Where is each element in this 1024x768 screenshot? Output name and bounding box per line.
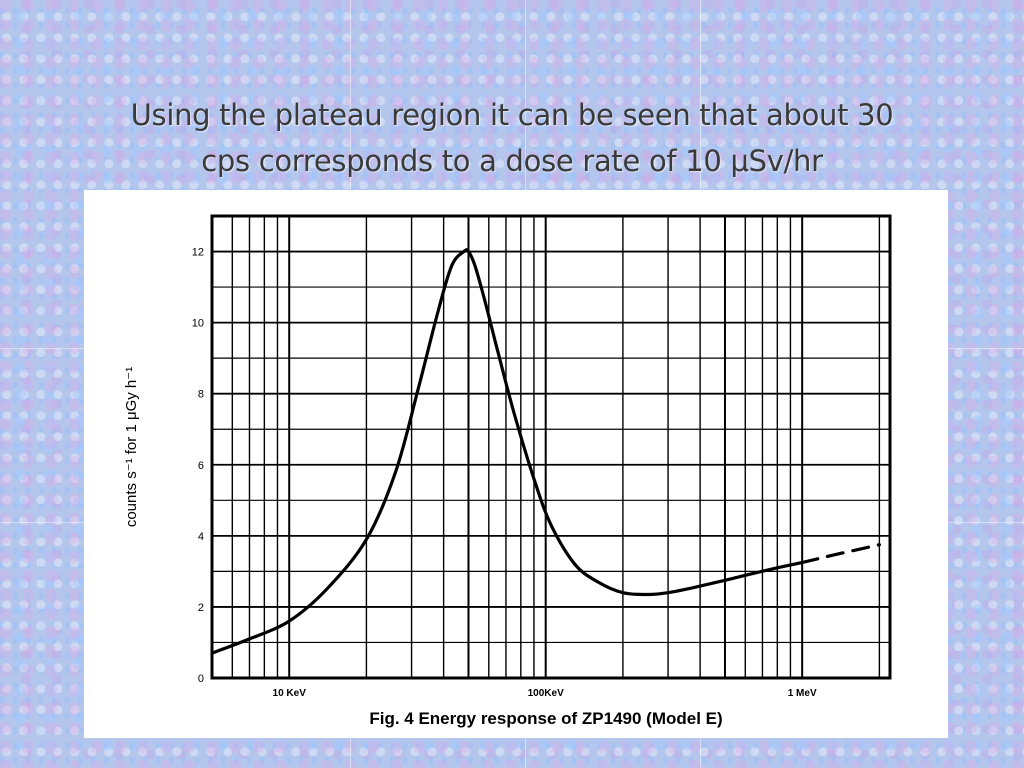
y-tick-label: 10 [192,318,204,330]
x-tick-label: 1 MeV [788,688,817,699]
energy-response-chart: 0 2 4 6 8 10 12 10 KeV 100KeV 1 MeV counts s⁻¹ fo… [123,214,892,728]
plot-frame [210,214,892,680]
x-tick-label: 100KeV [528,688,564,699]
grid-major-lines [211,216,890,678]
grid-minor-lines [231,216,881,678]
slide-title: Using the plateau region it can be seen … [0,92,1024,184]
y-tick-label: 8 [198,389,204,401]
figure-caption: Fig. 4 Energy response of ZP1490 (Model … [369,709,722,728]
y-tick-label: 6 [198,460,204,472]
y-tick-label: 4 [198,531,204,543]
y-axis-label: counts s⁻¹ for 1 μGy h⁻¹ [123,367,140,527]
y-tick-label: 12 [192,247,204,259]
series-line-energy-response [210,248,804,655]
series-lines [210,248,881,655]
slide-title-line-2: cps corresponds to a dose rate of 10 μSv… [201,144,823,178]
slide-title-line-1: Using the plateau region it can be seen … [130,98,894,132]
y-tick-label: 2 [198,602,204,614]
y-tick-label: 0 [198,673,204,685]
tick-labels: 0 2 4 6 8 10 12 10 KeV 100KeV 1 MeV [192,247,817,699]
x-tick-label: 10 KeV [273,688,307,699]
series-line-extrapolated [800,543,881,565]
energy-response-figure: 0 2 4 6 8 10 12 10 KeV 100KeV 1 MeV counts s⁻¹ fo… [84,190,948,738]
